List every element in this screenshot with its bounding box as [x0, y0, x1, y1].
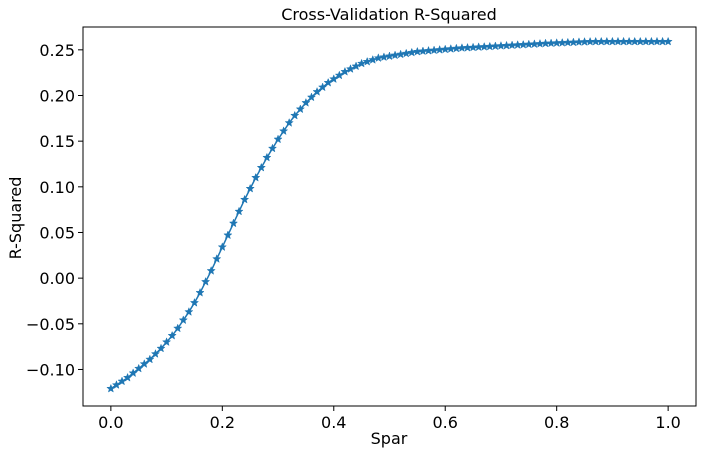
data-point: [368, 54, 378, 64]
data-point: [262, 152, 272, 162]
y-tick-label: −0.10: [26, 360, 75, 379]
data-point: [212, 254, 222, 263]
data-point: [228, 218, 239, 228]
data-point: [284, 117, 294, 127]
data-point: [239, 194, 250, 204]
data-point: [278, 126, 289, 136]
data-point: [217, 242, 227, 252]
x-tick-label: 0.0: [98, 413, 123, 432]
data-point: [251, 172, 261, 182]
data-point: [351, 61, 361, 71]
data-point: [156, 343, 166, 353]
x-tick-label: 0.4: [321, 413, 346, 432]
data-point: [106, 383, 116, 393]
data-point: [323, 77, 333, 87]
x-tick-label: 0.8: [544, 413, 569, 432]
data-point: [200, 276, 211, 286]
x-axis-label: Spar: [371, 429, 408, 448]
data-point: [145, 354, 155, 364]
data-point: [340, 66, 350, 76]
y-tick-label: 0.15: [39, 132, 75, 151]
plot-area: [106, 36, 673, 393]
data-point: [117, 376, 127, 386]
y-tick-label: 0.10: [39, 178, 75, 197]
data-point: [301, 97, 311, 107]
data-point: [184, 307, 194, 316]
data-point: [663, 36, 673, 46]
data-point: [273, 134, 283, 144]
data-point: [290, 110, 300, 120]
axes: 0.0 0.2 0.4 0.6 0.8 1.0 −0.10 −0.05 0.00 0.05 0.10…: [26, 26, 697, 432]
data-point: [234, 206, 244, 216]
data-point: [256, 162, 266, 172]
data-point: [189, 297, 200, 307]
y-tick-label: 0.00: [39, 269, 75, 288]
y-tick-label: 0.20: [39, 86, 75, 105]
data-point: [295, 104, 305, 114]
data-point: [111, 380, 122, 389]
chart-title: Cross-Validation R-Squared: [281, 5, 497, 24]
data-point: [161, 337, 172, 347]
data-point: [195, 287, 205, 297]
data-point: [267, 143, 278, 153]
y-axis-label: R-Squared: [6, 177, 25, 260]
data-point: [150, 349, 161, 358]
data-point: [356, 58, 367, 68]
data-point: [329, 74, 339, 84]
data-point: [167, 330, 177, 340]
data-point: [223, 230, 233, 240]
data-point: [362, 56, 372, 66]
data-point: [178, 315, 188, 325]
y-tick-label: −0.05: [26, 315, 75, 334]
data-point: [173, 323, 183, 333]
y-tick-label: 0.25: [39, 41, 75, 60]
data-point: [245, 183, 255, 193]
axes-frame: [82, 26, 697, 407]
x-tick-label: 0.6: [433, 413, 458, 432]
data-point: [345, 64, 356, 73]
data-point: [334, 70, 345, 80]
x-tick-label: 0.2: [210, 413, 235, 432]
x-tick-label: 1.0: [655, 413, 680, 432]
data-point: [306, 92, 317, 102]
data-point: [206, 265, 216, 275]
y-tick-label: 0.05: [39, 223, 75, 242]
